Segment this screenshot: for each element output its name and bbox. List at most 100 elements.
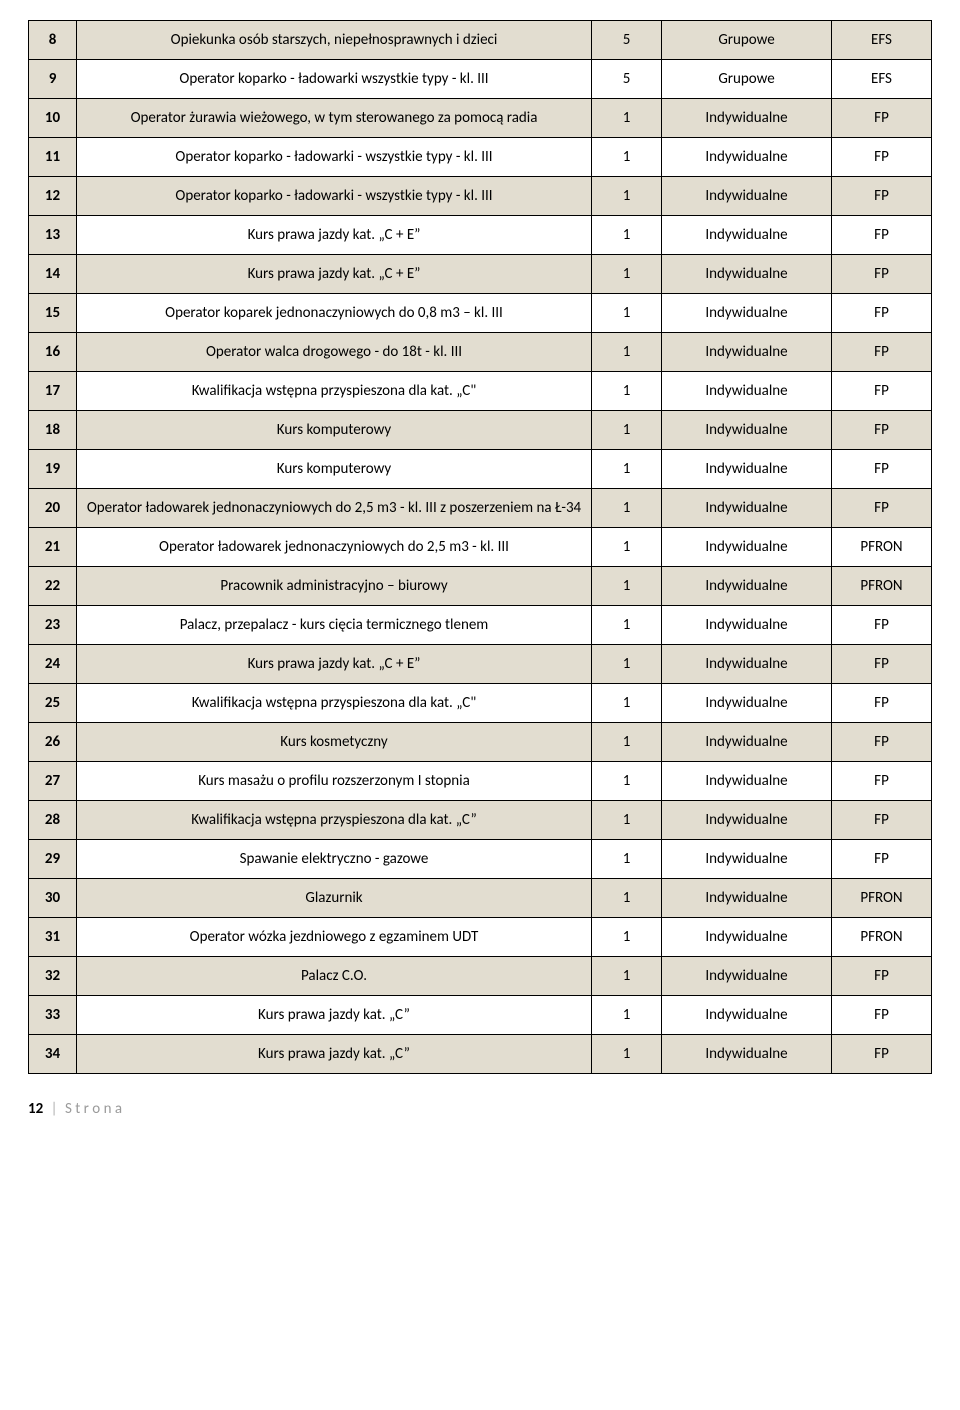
row-number: 30 — [29, 879, 77, 918]
footer-label: S t r o n a — [65, 1100, 122, 1118]
table-row: 30Glazurnik1IndywidualnePFRON — [29, 879, 932, 918]
row-number: 21 — [29, 528, 77, 567]
table-row: 19Kurs komputerowy1IndywidualneFP — [29, 450, 932, 489]
row-description: Kurs kosmetyczny — [77, 723, 592, 762]
row-quantity: 1 — [592, 489, 662, 528]
row-type: Indywidualne — [662, 372, 832, 411]
row-description: Operator koparko - ładowarki wszystkie t… — [77, 60, 592, 99]
row-description: Kurs prawa jazdy kat. „C” — [77, 1035, 592, 1074]
row-description: Kwalifikacja wstępna przyspieszona dla k… — [77, 372, 592, 411]
row-description: Operator ładowarek jednonaczyniowych do … — [77, 528, 592, 567]
footer-separator: | — [51, 1100, 58, 1118]
table-row: 25Kwalifikacja wstępna przyspieszona dla… — [29, 684, 932, 723]
row-number: 20 — [29, 489, 77, 528]
row-source: PFRON — [832, 879, 932, 918]
table-row: 13Kurs prawa jazdy kat. „C + E”1Indywidu… — [29, 216, 932, 255]
row-type: Grupowe — [662, 21, 832, 60]
table-row: 32Palacz C.O.1IndywidualneFP — [29, 957, 932, 996]
row-type: Indywidualne — [662, 918, 832, 957]
row-description: Kurs prawa jazdy kat. „C” — [77, 996, 592, 1035]
row-description: Pracownik administracyjno – biurowy — [77, 567, 592, 606]
row-description: Kwalifikacja wstępna przyspieszona dla k… — [77, 801, 592, 840]
table-row: 31Operator wózka jezdniowego z egzaminem… — [29, 918, 932, 957]
row-source: FP — [832, 723, 932, 762]
row-number: 27 — [29, 762, 77, 801]
row-type: Indywidualne — [662, 99, 832, 138]
row-type: Indywidualne — [662, 138, 832, 177]
row-quantity: 5 — [592, 60, 662, 99]
row-number: 15 — [29, 294, 77, 333]
row-type: Indywidualne — [662, 801, 832, 840]
row-description: Kurs masażu o profilu rozszerzonym I sto… — [77, 762, 592, 801]
row-quantity: 1 — [592, 372, 662, 411]
row-quantity: 1 — [592, 567, 662, 606]
row-source: FP — [832, 606, 932, 645]
row-type: Indywidualne — [662, 489, 832, 528]
table-row: 11Operator koparko - ładowarki - wszystk… — [29, 138, 932, 177]
row-description: Glazurnik — [77, 879, 592, 918]
row-description: Operator ładowarek jednonaczyniowych do … — [77, 489, 592, 528]
row-type: Indywidualne — [662, 606, 832, 645]
row-number: 24 — [29, 645, 77, 684]
row-type: Indywidualne — [662, 528, 832, 567]
row-source: FP — [832, 996, 932, 1035]
row-source: EFS — [832, 21, 932, 60]
table-row: 33Kurs prawa jazdy kat. „C”1Indywidualne… — [29, 996, 932, 1035]
row-description: Kurs komputerowy — [77, 450, 592, 489]
row-quantity: 1 — [592, 879, 662, 918]
row-number: 10 — [29, 99, 77, 138]
row-description: Operator walca drogowego - do 18t - kl. … — [77, 333, 592, 372]
row-quantity: 1 — [592, 99, 662, 138]
row-type: Indywidualne — [662, 1035, 832, 1074]
row-source: FP — [832, 801, 932, 840]
row-description: Spawanie elektryczno - gazowe — [77, 840, 592, 879]
row-source: PFRON — [832, 567, 932, 606]
row-source: FP — [832, 840, 932, 879]
row-source: FP — [832, 255, 932, 294]
row-description: Kurs komputerowy — [77, 411, 592, 450]
row-number: 23 — [29, 606, 77, 645]
row-type: Indywidualne — [662, 411, 832, 450]
row-quantity: 1 — [592, 294, 662, 333]
table-row: 15Operator koparek jednonaczyniowych do … — [29, 294, 932, 333]
row-source: FP — [832, 177, 932, 216]
row-quantity: 1 — [592, 801, 662, 840]
row-quantity: 1 — [592, 957, 662, 996]
row-quantity: 1 — [592, 450, 662, 489]
row-description: Palacz C.O. — [77, 957, 592, 996]
row-quantity: 1 — [592, 255, 662, 294]
row-quantity: 1 — [592, 333, 662, 372]
row-description: Kurs prawa jazdy kat. „C + E” — [77, 645, 592, 684]
row-quantity: 1 — [592, 762, 662, 801]
row-number: 33 — [29, 996, 77, 1035]
row-type: Indywidualne — [662, 567, 832, 606]
row-quantity: 1 — [592, 177, 662, 216]
row-source: FP — [832, 684, 932, 723]
table-row: 9Operator koparko - ładowarki wszystkie … — [29, 60, 932, 99]
row-source: FP — [832, 1035, 932, 1074]
row-number: 13 — [29, 216, 77, 255]
row-quantity: 1 — [592, 411, 662, 450]
table-row: 12Operator koparko - ładowarki - wszystk… — [29, 177, 932, 216]
row-quantity: 1 — [592, 528, 662, 567]
table-row: 16Operator walca drogowego - do 18t - kl… — [29, 333, 932, 372]
row-type: Indywidualne — [662, 723, 832, 762]
page-footer: 12 | S t r o n a — [28, 1100, 932, 1118]
table-row: 34Kurs prawa jazdy kat. „C”1Indywidualne… — [29, 1035, 932, 1074]
row-description: Kurs prawa jazdy kat. „C + E” — [77, 255, 592, 294]
row-source: FP — [832, 450, 932, 489]
row-source: EFS — [832, 60, 932, 99]
row-type: Indywidualne — [662, 996, 832, 1035]
row-description: Opiekunka osób starszych, niepełnosprawn… — [77, 21, 592, 60]
courses-table: 8Opiekunka osób starszych, niepełnospraw… — [28, 20, 932, 1074]
row-source: FP — [832, 372, 932, 411]
row-number: 28 — [29, 801, 77, 840]
row-quantity: 1 — [592, 840, 662, 879]
row-number: 22 — [29, 567, 77, 606]
row-number: 18 — [29, 411, 77, 450]
table-row: 8Opiekunka osób starszych, niepełnospraw… — [29, 21, 932, 60]
row-number: 9 — [29, 60, 77, 99]
table-row: 20Operator ładowarek jednonaczyniowych d… — [29, 489, 932, 528]
row-quantity: 5 — [592, 21, 662, 60]
table-row: 22Pracownik administracyjno – biurowy1In… — [29, 567, 932, 606]
